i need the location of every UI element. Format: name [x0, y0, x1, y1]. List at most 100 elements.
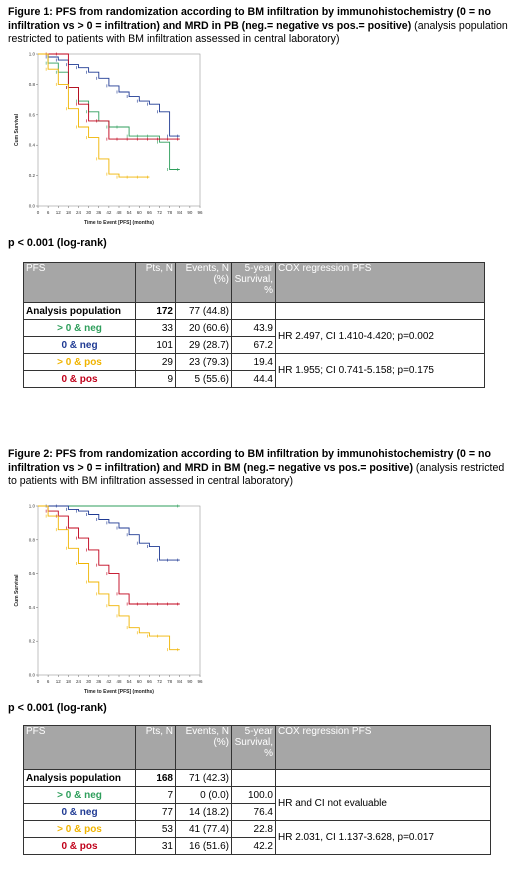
x-tick-label: 18	[66, 210, 72, 215]
x-tick-label: 6	[47, 210, 50, 215]
plot-area	[37, 53, 201, 207]
km-series-line-2	[38, 53, 180, 140]
y-tick-label: 0.2	[29, 639, 36, 644]
y-tick-label: 0.8	[29, 82, 36, 87]
header-pts: Pts, N	[135, 725, 176, 770]
table-header-row: PFS Pts, N Events, N (%) 5-year Survival…	[23, 725, 491, 770]
header-events: Events, N (%)	[175, 262, 232, 303]
header-pfs: PFS	[23, 262, 136, 303]
x-tick-label: 48	[116, 679, 122, 684]
table-row: > 0 & pos 29 23 (79.3) 19.4 HR 1.955; CI…	[23, 353, 485, 388]
figure2-km-chart: 0 6 12 18 24 30 36 42 48 54 60 66 72 78 84 90 96 0.0 0.2 0.…	[14, 504, 203, 696]
x-tick-label: 90	[187, 679, 193, 684]
figure1-caption: Figure 1: PFS from randomization accordi…	[8, 6, 513, 47]
header-pfs: PFS	[23, 725, 136, 770]
row-pts: 53	[135, 820, 176, 838]
x-tick-label: 30	[86, 210, 92, 215]
row-label: > 0 & neg	[23, 319, 136, 337]
x-tick-label: 78	[167, 210, 173, 215]
header-pts: Pts, N	[135, 262, 176, 303]
x-tick-label: 0	[37, 679, 40, 684]
row-surv: 44.4	[231, 370, 276, 388]
x-tick-label: 36	[96, 210, 102, 215]
row-cox-empty	[275, 769, 491, 787]
table-row: 0 & pos 9 5 (55.6) 44.4	[23, 370, 485, 388]
figure1-caption-rest: (analysis population restricted to patie…	[8, 19, 508, 46]
row-cox: HR 2.497, CI 1.410-4.420; p=0.002	[275, 319, 485, 354]
row-events: 29 (28.7)	[175, 336, 232, 354]
row-events: 16 (51.6)	[175, 837, 232, 855]
y-tick-label: 1.0	[29, 52, 36, 57]
x-axis-label: Time to Event [PFS] (months)	[84, 220, 154, 226]
table-row: > 0 & neg 33 20 (60.6) 43.9 HR 2.497, CI…	[23, 319, 485, 354]
y-tick-label: 0.4	[29, 143, 36, 148]
row-events: 20 (60.6)	[175, 319, 232, 337]
x-tick-label: 96	[197, 210, 203, 215]
row-surv: 22.8	[231, 820, 276, 838]
x-tick-label: 36	[96, 679, 102, 684]
row-label: Analysis population	[23, 769, 136, 787]
row-label: 0 & pos	[23, 370, 136, 388]
row-surv: 19.4	[231, 353, 276, 371]
x-tick-label: 54	[127, 210, 133, 215]
y-tick-label: 1.0	[29, 504, 36, 509]
x-tick-label: 90	[187, 210, 193, 215]
row-label: > 0 & pos	[23, 820, 136, 838]
header-events: Events, N (%)	[175, 725, 232, 770]
x-tick-label: 60	[137, 679, 143, 684]
row-events: 14 (18.2)	[175, 803, 232, 821]
row-label: > 0 & neg	[23, 786, 136, 804]
table-row: 0 & pos 31 16 (51.6) 42.2	[23, 837, 491, 855]
row-surv: 76.4	[231, 803, 276, 821]
row-surv	[231, 769, 276, 787]
row-pts: 7	[135, 786, 176, 804]
y-tick-label: 0.0	[29, 204, 36, 209]
table-row: Analysis population 168 71 (42.3)	[23, 769, 491, 787]
row-pts: 101	[135, 336, 176, 354]
row-pts: 172	[135, 302, 176, 320]
row-surv: 100.0	[231, 786, 276, 804]
header-cox: COX regression PFS	[275, 262, 485, 303]
x-tick-label: 0	[37, 210, 40, 215]
x-tick-label: 48	[116, 210, 122, 215]
row-pts: 29	[135, 353, 176, 371]
x-tick-label: 12	[56, 210, 62, 215]
table-header-row: PFS Pts, N Events, N (%) 5-year Survival…	[23, 262, 485, 303]
y-tick-label: 0.2	[29, 173, 36, 178]
km-series-line-3	[38, 505, 180, 651]
y-tick-label: 0.6	[29, 571, 36, 576]
row-pts: 33	[135, 319, 176, 337]
row-surv: 43.9	[231, 319, 276, 337]
row-pts: 77	[135, 803, 176, 821]
y-tick-label: 0.8	[29, 537, 36, 542]
row-pts: 168	[135, 769, 176, 787]
x-tick-label: 60	[137, 210, 143, 215]
x-tick-label: 72	[157, 210, 163, 215]
x-tick-label: 6	[47, 679, 50, 684]
figure1-table: PFS Pts, N Events, N (%) 5-year Survival…	[23, 262, 485, 388]
x-tick-label: 66	[147, 679, 153, 684]
x-tick-label: 78	[167, 679, 173, 684]
row-label: > 0 & pos	[23, 353, 136, 371]
row-surv: 42.2	[231, 837, 276, 855]
x-tick-label: 18	[66, 679, 72, 684]
row-events: 77 (44.8)	[175, 302, 232, 320]
figure2-caption-bold: Figure 2: PFS from randomization accordi…	[8, 448, 491, 474]
figure2-pvalue: p < 0.001 (log-rank)	[8, 702, 107, 714]
y-axis-label: Cum Survival	[14, 113, 20, 146]
figure1-pvalue: p < 0.001 (log-rank)	[8, 237, 107, 249]
km-series-line-3	[38, 53, 150, 178]
x-tick-label: 24	[76, 679, 82, 684]
table-row: > 0 & pos 53 41 (77.4) 22.8 HR 2.031, CI…	[23, 820, 491, 855]
header-5yr-survival: 5-year Survival, %	[231, 262, 276, 303]
row-surv	[231, 302, 276, 320]
y-tick-label: 0.4	[29, 605, 36, 610]
row-label: 0 & pos	[23, 837, 136, 855]
row-events: 5 (55.6)	[175, 370, 232, 388]
y-tick-label: 0.0	[29, 673, 36, 678]
header-5yr-survival: 5-year Survival, %	[231, 725, 276, 770]
km-series-line-0	[38, 53, 180, 137]
row-cox: HR 1.955; CI 0.741-5.158; p=0.175	[275, 353, 485, 388]
km-series-line-1	[38, 505, 180, 561]
row-events: 23 (79.3)	[175, 353, 232, 371]
